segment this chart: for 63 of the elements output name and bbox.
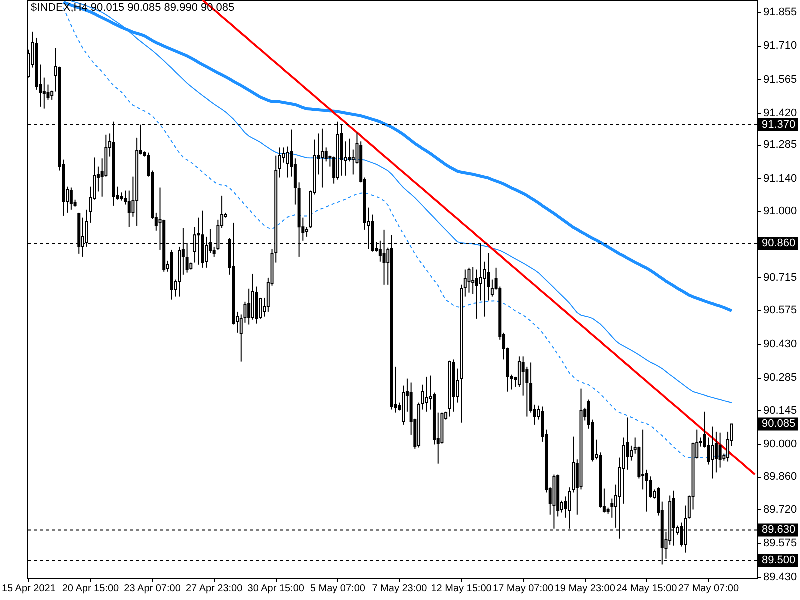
candlestick	[645, 469, 648, 512]
y-tick-label: 90.430	[764, 338, 798, 350]
candlestick	[714, 431, 718, 474]
y-tick-label: 90.000	[764, 438, 798, 451]
y-tick-label: 91.000	[764, 206, 798, 218]
y-tick-label: 90.575	[764, 304, 798, 317]
x-tick-label: 5 May 07:00	[310, 584, 366, 594]
candlestick	[630, 445, 633, 462]
y-tick-label: 91.710	[764, 40, 798, 52]
candlestick	[50, 90, 54, 100]
y-tick-label: 89.720	[764, 504, 798, 516]
x-tick-label: 27 May 07:00	[678, 584, 740, 594]
x-tick-label: 17 May 07:00	[493, 584, 554, 594]
candlestick	[42, 77, 46, 110]
x-tick-label: 12 May 15:00	[431, 584, 492, 594]
candlestick	[490, 279, 494, 298]
candlestick	[711, 426, 714, 480]
candlestick	[306, 226, 309, 238]
candlestick	[468, 267, 471, 294]
ref-line-label: 89.630	[762, 524, 796, 536]
candlestick	[718, 432, 722, 468]
candlestick	[518, 356, 521, 388]
candlestick	[278, 147, 282, 178]
ref-line-label: 89.500	[762, 554, 796, 567]
x-tick-label: 30 Apr 15:00	[248, 584, 305, 594]
y-tick-label: 90.145	[764, 404, 798, 417]
candlestick	[425, 376, 428, 412]
candlestick	[348, 138, 352, 162]
candlestick	[475, 269, 478, 320]
candlestick	[649, 476, 652, 498]
x-tick-label: 24 May 15:00	[616, 584, 678, 594]
annotation: 90.085	[762, 418, 796, 430]
y-tick-label: 90.285	[764, 372, 798, 384]
candlestick	[421, 384, 424, 410]
y-tick-label: 91.140	[764, 172, 798, 185]
candlestick	[286, 146, 290, 178]
candlestick	[464, 269, 467, 298]
candlestick	[320, 128, 324, 188]
y-tick-label: 89.430	[764, 571, 798, 584]
candlestick	[487, 252, 490, 302]
candlestick	[128, 190, 131, 228]
ref-line-label: 91.370	[762, 118, 796, 131]
x-tick-label: 20 Apr 15:00	[62, 584, 120, 594]
x-tick-label: 23 Apr 07:00	[124, 584, 182, 594]
line-series	[202, 0, 756, 476]
y-tick-label: 91.285	[764, 139, 798, 152]
candlestick	[70, 187, 73, 210]
candlestick	[610, 498, 614, 518]
ref-line-label: 90.860	[762, 238, 796, 250]
candlestick	[642, 429, 645, 490]
y-tick-label: 91.420	[764, 108, 798, 120]
y-tick-label: 89.575	[764, 538, 798, 550]
x-tick-label: 15 Apr 2021	[2, 584, 56, 594]
y-tick-label: 89.860	[764, 471, 798, 484]
y-tick-label: 90.715	[764, 272, 798, 284]
candlestick	[472, 266, 475, 295]
x-tick-label: 7 May 23:00	[372, 584, 428, 594]
x-tick-label: 19 May 23:00	[554, 584, 616, 594]
candlestick	[626, 417, 630, 470]
y-tick-label: 91.565	[764, 74, 798, 86]
y-tick-label: 91.855	[764, 6, 798, 18]
x-tick-label: 27 Apr 23:00	[186, 584, 244, 594]
candlestick	[248, 288, 251, 326]
